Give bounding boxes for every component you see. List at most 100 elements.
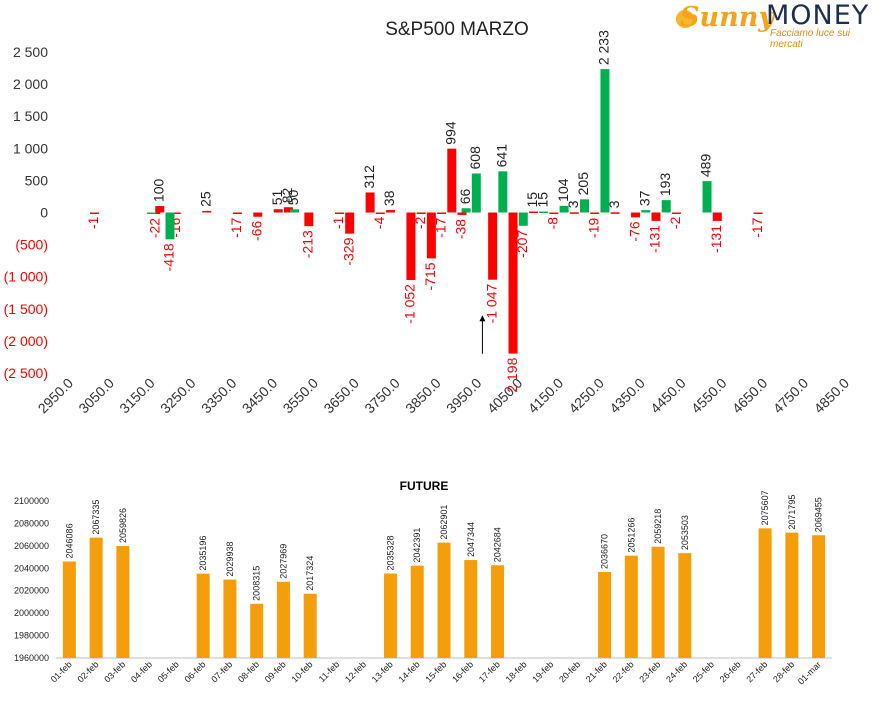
x-tick-label: 20-feb <box>557 659 582 684</box>
data-label: -715 <box>422 262 438 290</box>
bar <box>610 212 620 214</box>
data-label: -418 <box>161 243 177 271</box>
x-tick-label: 08-feb <box>236 659 261 684</box>
data-label: 2035328 <box>385 535 395 570</box>
data-label: -4 <box>371 217 387 230</box>
data-label: 2062901 <box>439 505 449 540</box>
bar <box>447 148 457 213</box>
data-label: -131 <box>708 225 724 253</box>
bar <box>410 565 424 658</box>
x-tick-label: 21-feb <box>584 659 609 684</box>
bar <box>283 207 293 213</box>
data-label: -1 052 <box>402 284 418 324</box>
data-label: -17 <box>432 217 448 237</box>
x-tick-label: 09-feb <box>263 659 288 684</box>
y-tick-label: 2020000 <box>14 586 49 596</box>
data-label: -38 <box>453 219 469 239</box>
bar <box>345 212 355 234</box>
logo-brand-right: MONEY <box>766 0 870 31</box>
data-label: -22 <box>146 218 162 238</box>
bar <box>375 212 385 214</box>
data-label: 82 <box>279 187 295 203</box>
x-tick-label: 25-feb <box>691 659 716 684</box>
x-tick-label: 11-feb <box>317 659 342 684</box>
data-label: 100 <box>150 179 166 203</box>
bar <box>273 209 283 213</box>
bar <box>147 212 157 214</box>
bar <box>416 212 426 214</box>
y-tick-label: 0 <box>40 205 48 221</box>
sun-icon <box>676 10 694 28</box>
bar <box>559 205 569 213</box>
data-label: 3 <box>606 200 622 208</box>
logo-tagline: Facciamo luce sui mercati <box>770 28 851 50</box>
data-label: -329 <box>340 237 356 265</box>
y-tick-label: (1 500) <box>4 301 48 317</box>
x-tick-label: 07-feb <box>209 659 234 684</box>
data-label: 2059218 <box>653 509 663 544</box>
data-label: 489 <box>698 154 714 178</box>
data-label: 2027969 <box>278 544 288 579</box>
bar <box>785 532 799 658</box>
x-tick-label: 19-feb <box>530 659 555 684</box>
bar <box>580 199 590 213</box>
x-tick-label: 26-feb <box>718 659 743 684</box>
data-label: 2047344 <box>466 522 476 557</box>
data-label: 2051266 <box>626 518 636 553</box>
bar <box>678 553 692 658</box>
data-label: 37 <box>636 190 652 206</box>
y-tick-label: 2080000 <box>14 518 49 528</box>
data-label: 2 233 <box>596 30 612 65</box>
bar <box>528 211 538 214</box>
y-tick-label: (2 500) <box>4 365 48 381</box>
y-tick-label: 2 500 <box>13 44 48 60</box>
y-tick-label: 1 000 <box>13 140 48 156</box>
data-label: -66 <box>248 221 264 241</box>
bar <box>671 212 681 214</box>
data-label: 104 <box>555 178 571 202</box>
bar <box>303 593 317 658</box>
y-tick-label: (1 000) <box>4 269 48 285</box>
data-label: 2036670 <box>600 534 610 569</box>
data-label: -1 <box>85 216 101 229</box>
bar <box>426 212 436 259</box>
bar <box>365 192 375 213</box>
data-label: 2 198 <box>504 357 520 392</box>
data-label: -213 <box>300 230 316 258</box>
bar <box>461 208 471 213</box>
bar <box>624 555 638 658</box>
bar <box>250 603 264 658</box>
bar <box>641 210 651 213</box>
x-tick-label: 28-feb <box>771 659 796 684</box>
data-label: -2 <box>667 216 683 229</box>
bar <box>464 560 478 658</box>
bar <box>457 212 467 215</box>
data-label: 193 <box>657 173 673 197</box>
x-tick-label: 27-feb <box>744 659 769 684</box>
bar <box>471 173 481 213</box>
bar <box>753 212 763 214</box>
data-label: 25 <box>197 191 213 207</box>
bar <box>196 573 210 658</box>
bar <box>171 212 181 214</box>
bar <box>508 212 518 354</box>
bar <box>549 212 559 214</box>
bar <box>600 69 610 213</box>
bar <box>276 581 290 658</box>
bar <box>116 546 130 658</box>
bar <box>631 212 641 218</box>
data-label: 51 <box>269 189 285 205</box>
data-label: 2075607 <box>760 490 770 525</box>
data-label: -76 <box>626 221 642 241</box>
x-tick-label: 05-feb <box>156 659 181 684</box>
data-label: 38 <box>381 190 397 206</box>
y-tick-label: 1960000 <box>14 653 49 663</box>
bar <box>406 212 416 281</box>
data-label: 2071795 <box>787 495 797 530</box>
x-tick-label: 04-feb <box>129 659 154 684</box>
data-label: -17 <box>228 217 244 237</box>
bar <box>334 212 344 214</box>
bar <box>498 171 508 213</box>
bar <box>702 181 712 213</box>
data-label: -131 <box>647 225 663 253</box>
